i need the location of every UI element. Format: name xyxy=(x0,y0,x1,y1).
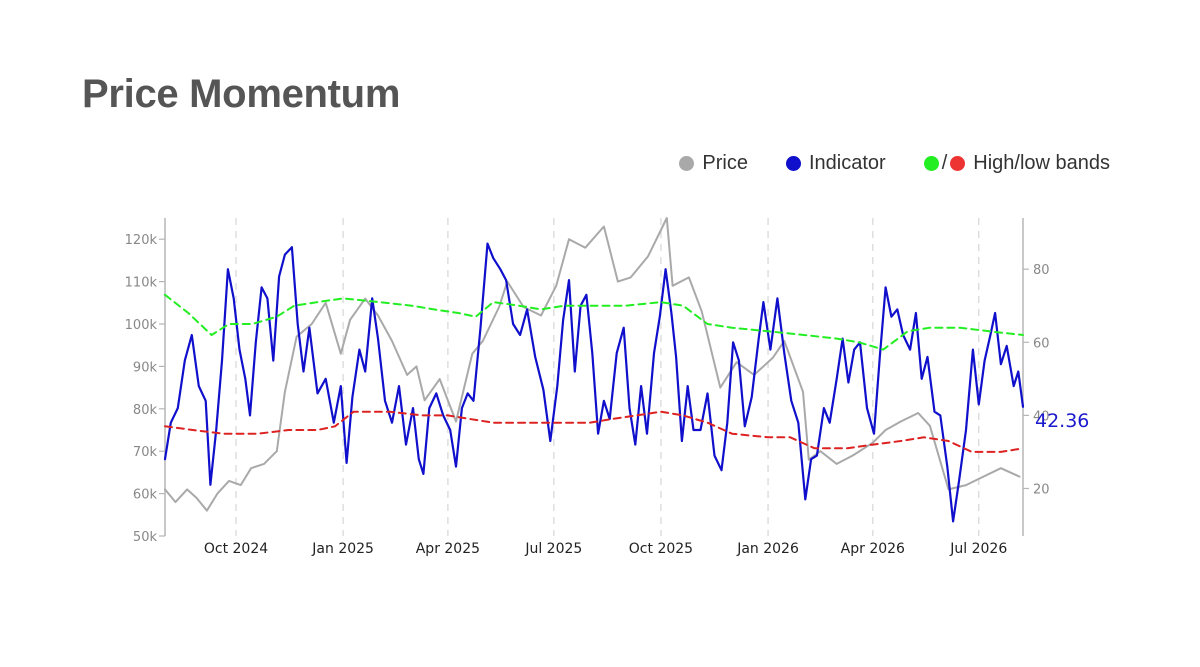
y-left-tick-label: 60k xyxy=(133,488,158,503)
legend-indicator-label: Indicator xyxy=(808,152,886,174)
y-right-tick-label: 40 xyxy=(1033,409,1050,424)
x-tick-label: Jan 2026 xyxy=(736,541,799,557)
x-tick-label: Oct 2025 xyxy=(629,541,693,557)
high-band-line xyxy=(164,293,1024,351)
legend-high-band-swatch-icon xyxy=(923,156,939,171)
chart-series xyxy=(163,217,1025,523)
legend-item-bands[interactable]: / High/low bands xyxy=(923,152,1110,175)
legend-item-indicator[interactable]: Indicator xyxy=(785,152,886,175)
price-line xyxy=(164,217,1021,512)
y-left-tick-label: 50k xyxy=(133,530,158,545)
legend-price-swatch-icon xyxy=(679,156,695,171)
x-tick-label: Apr 2025 xyxy=(416,541,480,557)
x-tick-label: Jul 2025 xyxy=(524,541,582,557)
legend-item-price[interactable]: Price xyxy=(679,152,748,175)
low-band-line xyxy=(164,410,1024,453)
indicator-line xyxy=(163,242,1025,523)
legend-price-label: Price xyxy=(702,152,748,174)
legend-bands-label: High/low bands xyxy=(973,152,1110,174)
chart-axes xyxy=(159,218,1029,537)
y-right-tick-label: 60 xyxy=(1033,336,1050,351)
legend-low-band-swatch-icon xyxy=(950,156,966,171)
x-tick-label: Apr 2026 xyxy=(841,541,905,557)
legend-bands-separator: / xyxy=(941,152,948,174)
y-left-tick-label: 70k xyxy=(133,445,158,460)
x-tick-label: Oct 2024 xyxy=(204,541,268,557)
x-tick-label: Jan 2025 xyxy=(311,541,374,557)
chart-title: Price Momentum xyxy=(82,72,401,116)
y-left-tick-label: 100k xyxy=(125,318,158,333)
y-left-tick-label: 90k xyxy=(133,360,158,375)
y-left-tick-label: 120k xyxy=(125,233,158,248)
y-right-tick-label: 80 xyxy=(1033,263,1050,278)
legend-indicator-swatch-icon xyxy=(785,156,801,171)
y-left-tick-label: 80k xyxy=(133,403,158,418)
chart-grid xyxy=(235,218,980,536)
y-right-tick-label: 20 xyxy=(1033,482,1050,497)
chart-legend: Price Indicator / High/low bands xyxy=(641,152,1110,175)
chart-tick-labels: Oct 2024 Jan 2025 Apr 2025 Jul 2025 Oct 2025… xyxy=(125,233,1090,557)
indicator-last-value-label: 42.36 xyxy=(1035,410,1089,432)
y-left-tick-label: 110k xyxy=(125,276,158,291)
x-tick-label: Jul 2026 xyxy=(949,541,1007,557)
